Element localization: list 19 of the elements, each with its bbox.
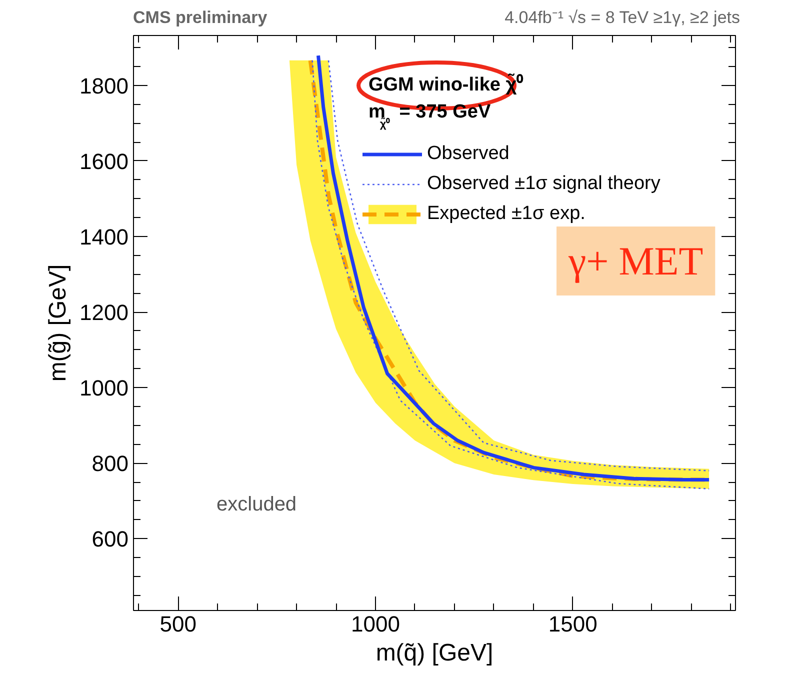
x-axis-title: m(q̃) [GeV] [376,640,494,666]
y-tick-label: 1400 [80,224,129,250]
y-tick-label: 1200 [80,300,129,326]
annotation: excluded [216,494,297,516]
x-tick-label: 1000 [351,612,400,636]
y-tick-label: 1800 [80,73,129,98]
legend-label: Observed [427,143,510,165]
y-tick-label: 600 [92,526,129,552]
y-tick-label: 800 [92,451,129,476]
chart-title: CMS preliminary [133,7,268,29]
chart-subtitle: 4.04fb⁻¹ √s = 8 TeV ≥1γ, ≥2 jets [504,7,740,29]
x-tick-label: 500 [160,612,196,636]
legend-label: Observed ±1σ signal theory [427,173,660,195]
y-axis-title: m(g̃) [GeV] [44,264,72,382]
x-tick-label: 1500 [548,612,598,636]
annotation: γ+ MET [568,238,704,284]
y-tick-label: 1600 [80,148,129,174]
y-tick-label: 1000 [80,376,129,401]
legend-label: Expected ±1σ exp. [427,203,586,225]
